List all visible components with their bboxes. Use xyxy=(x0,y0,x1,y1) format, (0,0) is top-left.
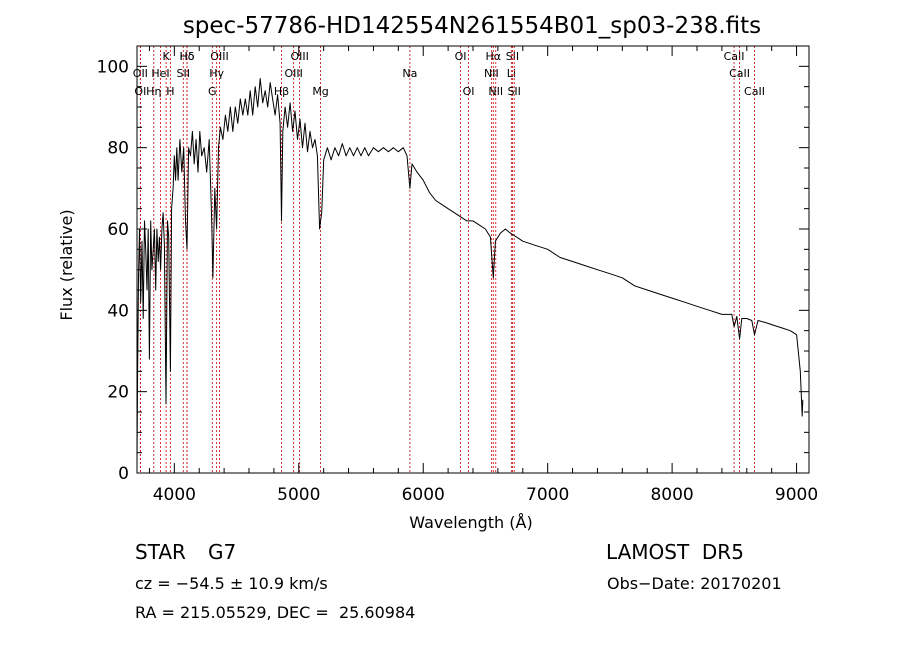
marker-label: Hδ xyxy=(180,50,195,63)
plot-frame xyxy=(136,45,810,474)
y-tick-label: 60 xyxy=(107,220,129,240)
x-axis-label: Wavelength (Å) xyxy=(409,513,532,532)
y-tick-label: 100 xyxy=(97,57,129,77)
marker-label: SII xyxy=(506,50,519,63)
y-tick-label: 20 xyxy=(107,383,129,403)
marker-label: CaII xyxy=(744,85,765,98)
marker-label: NII xyxy=(484,67,499,80)
marker-label: Hα xyxy=(486,50,502,63)
x-tick-label: 8000 xyxy=(650,485,693,505)
observation-date: Obs−Date: 20170201 xyxy=(607,574,782,593)
survey-name: LAMOST DR5 xyxy=(606,540,744,564)
marker-label: Na xyxy=(402,67,417,80)
x-tick-label: 6000 xyxy=(402,485,445,505)
axes: 4000 5000 6000 7000 8000 9000 0 20 40 60 80 100 xyxy=(97,45,818,505)
y-tick-label: 40 xyxy=(107,301,129,321)
y-tick-label: 80 xyxy=(107,139,129,159)
y-axis-label: Flux (relative) xyxy=(57,209,76,320)
object-subclass: G7 xyxy=(208,540,237,564)
marker-label: Mg xyxy=(312,85,328,98)
marker-label: Hη xyxy=(146,85,161,98)
y-tick-label: 0 xyxy=(118,464,129,484)
marker-label: Hβ xyxy=(274,85,289,98)
marker-label: K xyxy=(163,50,171,63)
x-tick-label: 5000 xyxy=(277,485,320,505)
redshift-value: cz = −54.5 ± 10.9 km/s xyxy=(135,574,328,593)
sky-coordinates: RA = 215.05529, DEC = 25.60984 xyxy=(135,603,416,622)
marker-label: NII xyxy=(488,85,503,98)
object-class: STAR xyxy=(135,540,186,564)
marker-label: OI xyxy=(463,85,475,98)
marker-label: H xyxy=(166,85,174,98)
marker-label: OIII xyxy=(210,50,228,63)
x-tick-label: 4000 xyxy=(153,485,196,505)
marker-label: Li xyxy=(507,67,516,80)
x-tick-label: 7000 xyxy=(526,485,569,505)
marker-label: OIII xyxy=(290,50,308,63)
marker-label: SII xyxy=(177,67,190,80)
marker-label: OIII xyxy=(284,67,302,80)
marker-label: OI xyxy=(455,50,467,63)
chart-title: spec-57786-HD142554N261554B01_sp03-238.f… xyxy=(183,13,761,39)
marker-label: CaII xyxy=(729,67,750,80)
marker-label: SII xyxy=(507,85,520,98)
x-tick-label: 9000 xyxy=(775,485,818,505)
spectrum-line xyxy=(136,78,804,465)
marker-label: Hγ xyxy=(209,67,224,80)
spectrum-series xyxy=(136,78,804,465)
marker-label: CaII xyxy=(724,50,745,63)
marker-label: G xyxy=(208,85,217,98)
marker-label: OI xyxy=(134,85,146,98)
marker-label: HeI xyxy=(151,67,169,80)
